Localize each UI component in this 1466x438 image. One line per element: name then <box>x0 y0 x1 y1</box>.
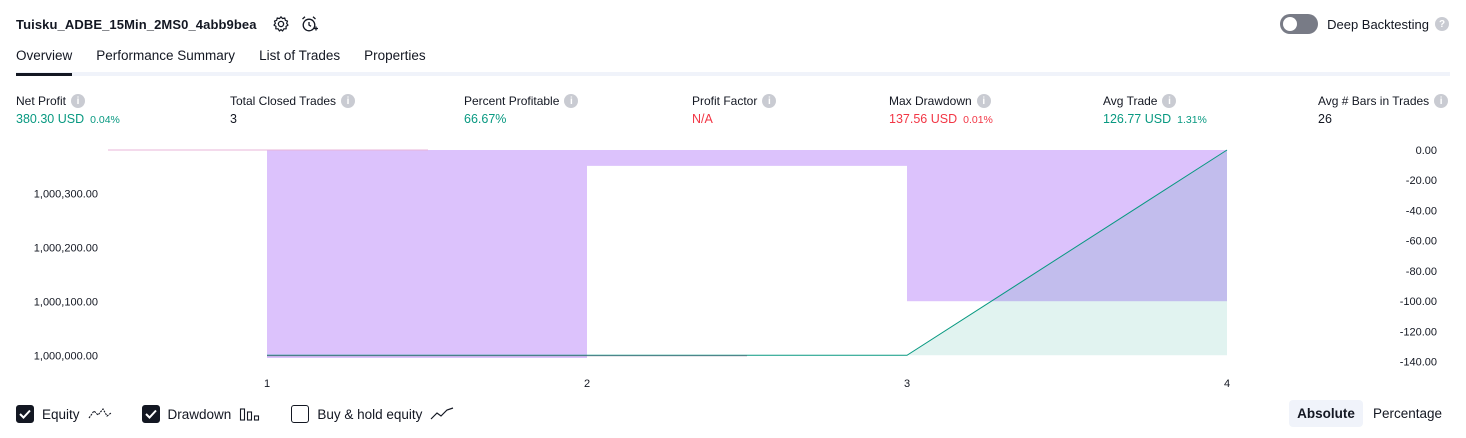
info-icon[interactable]: i <box>1434 94 1449 108</box>
drawdown-bar <box>907 150 1227 302</box>
metric-net-profit: Net Profit i 380.30 USD 0.04% <box>16 93 120 128</box>
metric-profit-factor: Profit Factor i N/A <box>692 93 777 128</box>
drawdown-checkbox[interactable] <box>141 405 160 423</box>
metric-label: Avg # Bars in Trades <box>1318 94 1430 108</box>
metric-label: Percent Profitable <box>464 94 560 108</box>
metric-label: Net Profit <box>16 94 67 108</box>
x-axis-tick-label: 2 <box>584 378 590 390</box>
left-axis-tick-label: 1,000,300.00 <box>34 188 98 200</box>
chart-legend: Equity Drawdown Buy & hold equity <box>16 403 484 425</box>
metric-percent: 0.01% <box>963 114 993 126</box>
strategy-header: Tuisku_ADBE_15Min_2MS0_4abb9bea <box>16 13 319 35</box>
strategy-name: Tuisku_ADBE_15Min_2MS0_4abb9bea <box>16 16 257 32</box>
metric-value: 126.77 USD <box>1103 112 1172 126</box>
right-axis-tick-label: -120.00 <box>1400 326 1437 338</box>
info-icon[interactable]: i <box>1162 94 1177 108</box>
metric-percent: 1.31% <box>1177 114 1207 126</box>
alarm-clock-add-icon[interactable] <box>299 14 319 34</box>
legend-label: Drawdown <box>167 406 232 422</box>
report-tabs: Overview Performance Summary List of Tra… <box>16 48 1450 76</box>
percentage-button[interactable]: Percentage <box>1372 406 1442 421</box>
drawdown-bar <box>267 150 587 358</box>
metric-value-row: 3 <box>230 112 355 128</box>
metric-value: 66.67% <box>464 112 507 126</box>
metric-value-row: 137.56 USD 0.01% <box>889 112 993 128</box>
metric-value: 3 <box>230 112 237 126</box>
legend-label: Buy & hold equity <box>317 406 423 422</box>
left-axis-tick-label: 1,000,100.00 <box>34 296 98 308</box>
help-icon[interactable]: ? <box>1435 17 1449 31</box>
right-axis-tick-label: -60.00 <box>1406 236 1437 248</box>
legend-drawdown[interactable]: Drawdown <box>141 405 262 423</box>
deep-backtesting-control: Deep Backtesting ? <box>1280 14 1449 34</box>
value-mode-switch: Absolute Percentage <box>1287 400 1450 427</box>
metric-label: Max Drawdown <box>889 94 972 108</box>
right-axis-tick-label: 0.00 <box>1416 145 1437 157</box>
metric-value: N/A <box>692 112 713 126</box>
metric-value-row: N/A <box>692 112 776 128</box>
tab-list-of-trades[interactable]: List of Trades <box>259 48 341 63</box>
metrics-row: Net Profit i 380.30 USD 0.04% Total Closed… <box>0 93 1466 133</box>
info-icon[interactable]: i <box>762 94 777 108</box>
tab-performance-summary[interactable]: Performance Summary <box>96 48 236 63</box>
metric-value-row: 380.30 USD 0.04% <box>16 112 120 128</box>
metric-percent: 0.04% <box>90 114 120 126</box>
info-icon[interactable]: i <box>564 94 579 108</box>
metric-label: Avg Trade <box>1103 94 1158 108</box>
equity-drawdown-chart[interactable]: 1,000,000.00 1,000,100.00 1,000,200.00 1,00… <box>0 140 1466 396</box>
tab-overview[interactable]: Overview <box>16 48 73 76</box>
info-icon[interactable]: i <box>341 94 356 108</box>
metric-avg-bars-in-trades: Avg # Bars in Trades i 26 <box>1318 93 1449 128</box>
metric-max-drawdown: Max Drawdown i 137.56 USD 0.01% <box>889 93 993 128</box>
gear-icon[interactable] <box>271 14 291 34</box>
metric-total-closed-trades: Total Closed Trades i 3 <box>230 93 356 128</box>
toggle-knob <box>1283 17 1298 31</box>
metric-value: 26 <box>1318 112 1332 126</box>
legend-label: Equity <box>42 406 80 422</box>
metric-value: 380.30 USD <box>16 112 85 126</box>
drawdown-bar <box>587 150 907 166</box>
deep-backtesting-label: Deep Backtesting <box>1327 16 1429 32</box>
metric-percent-profitable: Percent Profitable i 66.67% <box>464 93 579 128</box>
buy-hold-line-icon <box>430 407 454 421</box>
x-axis-tick-label: 4 <box>1224 378 1230 390</box>
left-axis-tick-label: 1,000,000.00 <box>34 350 98 362</box>
metric-avg-trade: Avg Trade i 126.77 USD 1.31% <box>1103 93 1207 128</box>
right-axis-tick-label: -20.00 <box>1406 175 1437 187</box>
x-axis-tick-label: 1 <box>264 378 270 390</box>
right-axis-tick-label: -140.00 <box>1400 357 1437 369</box>
metric-value-row: 126.77 USD 1.31% <box>1103 112 1207 128</box>
equity-line-icon <box>88 407 112 421</box>
info-icon[interactable]: i <box>976 94 991 108</box>
info-icon[interactable]: i <box>71 94 86 108</box>
legend-equity[interactable]: Equity <box>16 405 112 423</box>
deep-backtesting-toggle[interactable] <box>1280 14 1319 34</box>
tab-properties[interactable]: Properties <box>364 48 426 63</box>
left-axis-tick-label: 1,000,200.00 <box>34 242 98 254</box>
absolute-button[interactable]: Absolute <box>1289 400 1363 427</box>
metric-label: Profit Factor <box>692 94 758 108</box>
right-axis-tick-label: -80.00 <box>1406 266 1437 278</box>
right-axis-tick-label: -100.00 <box>1400 296 1437 308</box>
metric-value-row: 26 <box>1318 112 1448 128</box>
legend-buy-hold[interactable]: Buy & hold equity <box>291 405 454 423</box>
metric-value-row: 66.67% <box>464 112 578 128</box>
drawdown-bars-icon <box>239 407 261 421</box>
metric-label: Total Closed Trades <box>230 94 337 108</box>
x-axis-tick-label: 3 <box>904 378 910 390</box>
buy-hold-checkbox[interactable] <box>291 405 310 423</box>
equity-checkbox[interactable] <box>16 405 34 423</box>
right-axis-tick-label: -40.00 <box>1406 205 1437 217</box>
metric-value: 137.56 USD <box>889 112 958 126</box>
